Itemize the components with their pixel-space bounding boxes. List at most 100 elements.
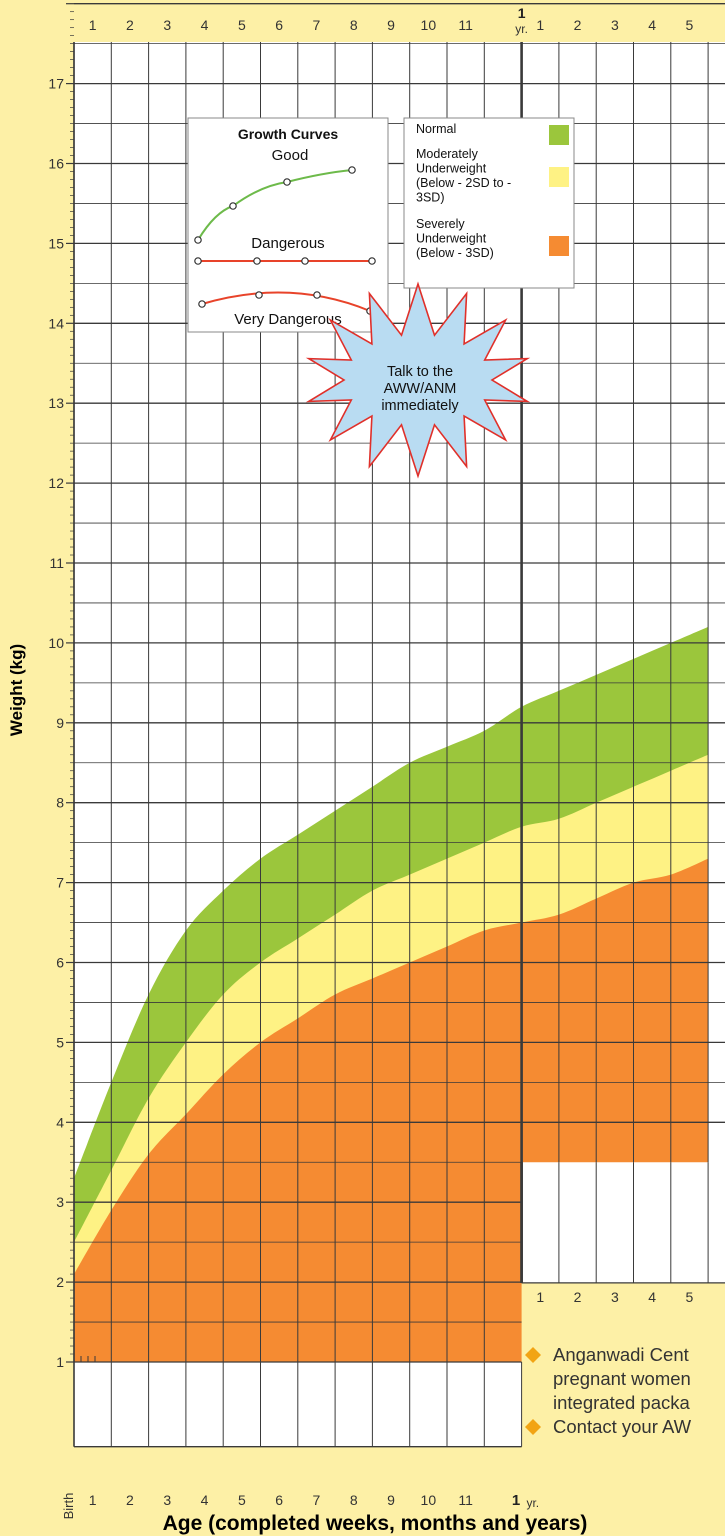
y-tick-label: 9 [56, 715, 64, 731]
band-legend-label: (Below - 2SD to - [416, 176, 511, 190]
band-legend-label: Moderately [416, 147, 479, 161]
growth-curves-box [187, 117, 389, 333]
callout-text: immediately [381, 398, 459, 414]
top-month-label: 1 [536, 17, 544, 33]
band-swatch [549, 236, 569, 256]
y-tick-label: 6 [56, 955, 64, 971]
band-legend-label: Normal [416, 122, 456, 136]
top-year-unit: yr. [515, 22, 528, 36]
y-tick-label: 3 [56, 1194, 64, 1210]
top-month-label: 4 [201, 17, 209, 33]
top-month-label: 3 [611, 17, 619, 33]
top-month-label: 5 [686, 17, 694, 33]
dangerous-line-point [194, 257, 202, 265]
bottom-month-label: 2 [126, 1492, 134, 1508]
notes: Anganwadi Cent pregnant women integrated p… [525, 1344, 692, 1437]
inner-month-label: 5 [686, 1289, 694, 1305]
dangerous-line-point [253, 257, 261, 265]
band-legend-label: Severely [416, 217, 465, 231]
right-bottom-panel [521, 1282, 725, 1536]
band-legend-label: Underweight [416, 232, 487, 246]
band-legend-box [403, 117, 575, 289]
top-month-label: 11 [458, 17, 473, 33]
y-tick-label: 4 [56, 1114, 64, 1130]
very-dangerous-point [313, 291, 321, 299]
callout-text: AWW/ANM [384, 381, 457, 397]
good-curve-point [229, 202, 237, 210]
good-label: Good [272, 147, 309, 164]
bottom-month-label: 7 [313, 1492, 321, 1508]
y-tick-label: 8 [56, 795, 64, 811]
band-legend-label: Underweight [416, 162, 487, 176]
bottom-month-label: 8 [350, 1492, 358, 1508]
bottom-month-label: 4 [201, 1492, 209, 1508]
note-text: integrated packa [553, 1392, 691, 1413]
top-year-marker: 1 [518, 5, 526, 21]
bottom-month-label: 3 [163, 1492, 171, 1508]
band-legend-label: 3SD) [416, 191, 444, 205]
top-month-label: 9 [387, 17, 395, 33]
y-tick-label: 17 [48, 76, 64, 92]
very-dangerous-point [255, 291, 263, 299]
top-month-label: 6 [275, 17, 283, 33]
y-tick-label: 2 [56, 1274, 64, 1290]
callout-text: Talk to the [387, 364, 453, 380]
very-dangerous-point [198, 300, 206, 308]
top-month-label: 5 [238, 17, 246, 33]
top-month-label: 10 [421, 17, 437, 33]
note-text: pregnant women [553, 1368, 691, 1389]
band-legend-label: (Below - 3SD) [416, 246, 494, 260]
x-axis-title: Age (completed weeks, months and years) [163, 1512, 588, 1535]
bottom-month-label: 9 [387, 1492, 395, 1508]
very-dangerous-label: Very Dangerous [234, 311, 342, 328]
bottom-month-label: 11 [458, 1492, 473, 1508]
y-axis-title: Weight (kg) [7, 644, 26, 736]
top-month-label: 1 [89, 17, 97, 33]
top-month-label: 2 [574, 17, 582, 33]
top-month-label: 7 [313, 17, 321, 33]
bottom-year-unit: yr. [526, 1496, 539, 1510]
y-tick-label: 12 [48, 475, 64, 491]
growth-curves-title: Growth Curves [238, 126, 339, 142]
bottom-month-label: 5 [238, 1492, 246, 1508]
y-tick-label: 13 [48, 395, 64, 411]
bottom-month-label: 1 [89, 1492, 97, 1508]
good-curve [197, 169, 353, 241]
bottom-month-label: 6 [275, 1492, 283, 1508]
callout-burst [305, 281, 531, 479]
extension-box [521, 1162, 725, 1283]
dangerous-line-point [368, 257, 376, 265]
y-tick-label: 11 [49, 555, 64, 571]
bottom-month-label: 10 [421, 1492, 437, 1508]
very-dangerous-curve [201, 291, 371, 312]
good-curve-point [283, 178, 291, 186]
note-text: Anganwadi Cent [553, 1344, 689, 1365]
bottom-year-marker: 1 [512, 1492, 520, 1509]
good-curve-point [348, 166, 356, 174]
band-swatch [549, 167, 569, 187]
inner-month-label: 4 [648, 1289, 656, 1305]
inner-month-label: 1 [536, 1289, 544, 1305]
good-curve-point [194, 236, 202, 244]
inner-month-label: 2 [574, 1289, 582, 1305]
top-month-label: 8 [350, 17, 358, 33]
y-tick-label: 5 [56, 1034, 64, 1050]
top-month-label: 3 [163, 17, 171, 33]
birth-label: Birth [61, 1493, 76, 1520]
y-tick-label: 15 [48, 235, 64, 251]
y-tick-label: 7 [56, 875, 64, 891]
bullet-icon [525, 1419, 541, 1435]
y-tick-label: 1 [56, 1354, 64, 1370]
note-text: Contact your AW [553, 1416, 692, 1437]
band-swatch [549, 125, 569, 145]
dangerous-label: Dangerous [251, 235, 324, 252]
inner-month-label: 3 [611, 1289, 619, 1305]
y-tick-label: 10 [48, 635, 64, 651]
y-tick-label: 14 [48, 315, 64, 331]
legend: Growth Curves Good Dangerous Very Dangerous… [187, 117, 575, 333]
y-tick-label: 16 [48, 156, 64, 172]
top-month-label: 2 [126, 17, 134, 33]
